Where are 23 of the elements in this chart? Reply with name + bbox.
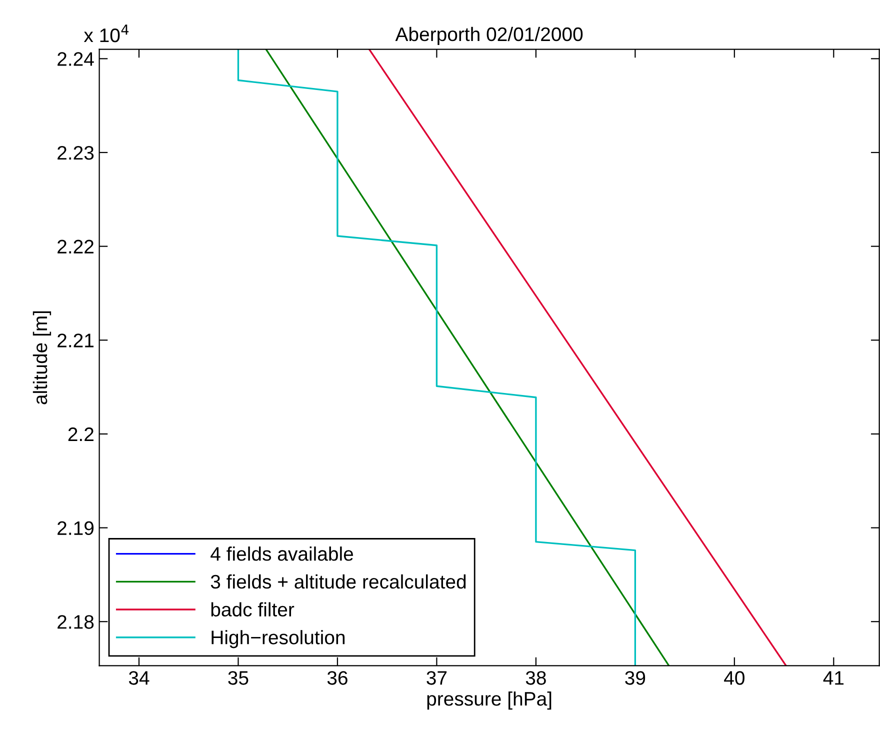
x-tick-label: 35 — [228, 671, 248, 685]
x-tick-label: 38 — [526, 671, 546, 685]
x-axis-title: pressure [hPa] — [427, 691, 552, 710]
x-tick-label: 37 — [426, 671, 447, 685]
y-tick-label: 2.22 — [58, 240, 94, 254]
y-tick-label: 2.2 — [68, 427, 94, 442]
y-tick-label: 2.24 — [58, 52, 94, 66]
legend-label: 4 fields available — [210, 546, 354, 561]
legend-label: badc filter — [211, 602, 294, 617]
text: x 10$^{4}$ — [84, 24, 129, 42]
y-axis-title: altitude [m] — [32, 311, 52, 404]
x-tick-label: 39 — [625, 671, 646, 685]
x-tick-label: 41 — [823, 671, 844, 685]
x-tick-label: 36 — [327, 671, 348, 685]
legend-label: High−resolution — [212, 630, 345, 648]
y-tick-label: 2.19 — [58, 521, 94, 536]
y-tick-label: 2.21 — [58, 334, 94, 348]
chart-title: Aberporth 02/01/2000 — [395, 26, 583, 45]
y-tick-label: 2.23 — [58, 146, 94, 160]
legend-label: 3 fields + altitude recalculated — [210, 574, 466, 589]
x-tick-label: 40 — [724, 671, 744, 685]
y-tick-label: 2.18 — [58, 615, 94, 629]
x-tick-label: 34 — [128, 671, 150, 685]
